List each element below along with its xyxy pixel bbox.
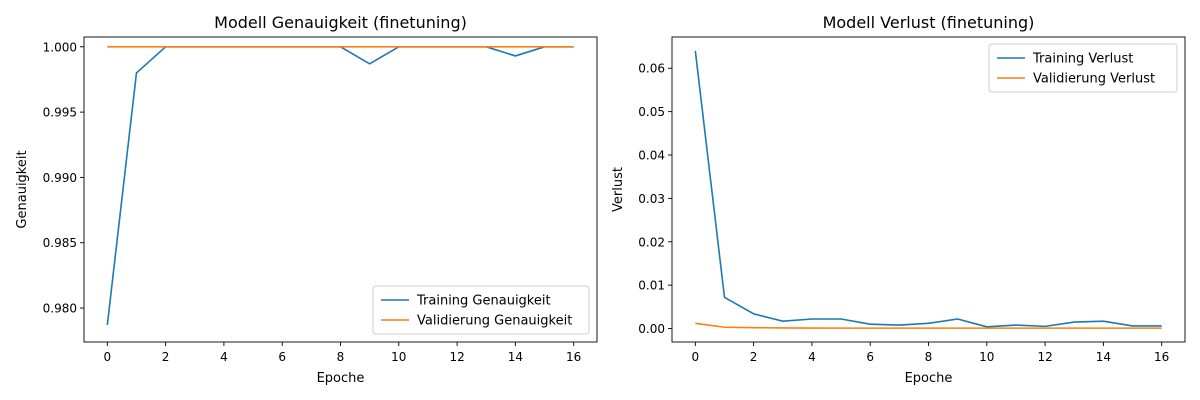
x-tick-label: 8 bbox=[925, 350, 933, 364]
legend-box bbox=[988, 43, 1178, 93]
series-line-validation bbox=[695, 322, 1162, 329]
y-tick-label: 0.03 bbox=[638, 192, 665, 206]
y-tick-label: 0.985 bbox=[43, 236, 77, 250]
legend-label: Validierung Verlust bbox=[1033, 72, 1155, 87]
x-tick-label: 2 bbox=[162, 350, 170, 364]
legend-label: Validierung Genauigkeit bbox=[417, 314, 572, 329]
legend: Training Verlust Validierung Verlust bbox=[988, 43, 1178, 93]
x-tick-label: 14 bbox=[508, 350, 523, 364]
x-tick-label: 2 bbox=[750, 350, 758, 364]
y-tick-label: 1.000 bbox=[43, 40, 77, 54]
x-tick-label: 6 bbox=[866, 350, 874, 364]
x-tick-label: 16 bbox=[1154, 350, 1169, 364]
series-line-training bbox=[694, 50, 1162, 328]
x-tick-label: 4 bbox=[220, 350, 228, 364]
legend-label: Training Genauigkeit bbox=[416, 294, 551, 309]
x-tick-label: 12 bbox=[449, 350, 464, 364]
x-axis-label: Epoche bbox=[905, 371, 953, 386]
x-tick-label: 4 bbox=[808, 350, 816, 364]
y-tick-label: 0.04 bbox=[638, 149, 665, 163]
y-tick-label: 0.995 bbox=[43, 106, 77, 120]
y-tick-label: 0.02 bbox=[638, 235, 665, 249]
y-tick-label: 0.990 bbox=[43, 171, 77, 185]
y-axis-label: Verlust bbox=[611, 167, 626, 212]
legend: Training Genauigkeit Validierung Genauigk… bbox=[372, 285, 590, 335]
accuracy-chart: Modell Genauigkeit (finetuning) 0 2 4 6 8 10 12… bbox=[15, 13, 598, 386]
chart-title: Modell Verlust (finetuning) bbox=[823, 13, 1035, 32]
x-tick-label: 10 bbox=[979, 350, 994, 364]
y-tick-label: 0.05 bbox=[638, 105, 665, 119]
legend-label: Training Verlust bbox=[1032, 52, 1133, 67]
x-axis-label: Epoche bbox=[317, 371, 365, 386]
x-tick-label: 0 bbox=[691, 350, 699, 364]
y-tick-label: 0.00 bbox=[638, 322, 665, 336]
y-axis-label: Genauigkeit bbox=[15, 150, 30, 228]
x-tick-label: 10 bbox=[391, 350, 406, 364]
y-tick-label: 0.01 bbox=[638, 279, 665, 293]
y-tick-label: 0.06 bbox=[638, 62, 665, 76]
y-tick-label: 0.980 bbox=[43, 302, 77, 316]
loss-chart: Modell Verlust (finetuning) 0 2 4 6 8 10 12 14 16… bbox=[611, 13, 1186, 386]
legend-box bbox=[372, 285, 590, 335]
x-tick-label: 0 bbox=[103, 350, 111, 364]
x-tick-label: 16 bbox=[566, 350, 581, 364]
x-tick-label: 12 bbox=[1037, 350, 1052, 364]
chart-title: Modell Genauigkeit (finetuning) bbox=[214, 13, 467, 32]
x-tick-label: 8 bbox=[337, 350, 345, 364]
x-tick-label: 14 bbox=[1096, 350, 1111, 364]
x-tick-label: 6 bbox=[278, 350, 286, 364]
